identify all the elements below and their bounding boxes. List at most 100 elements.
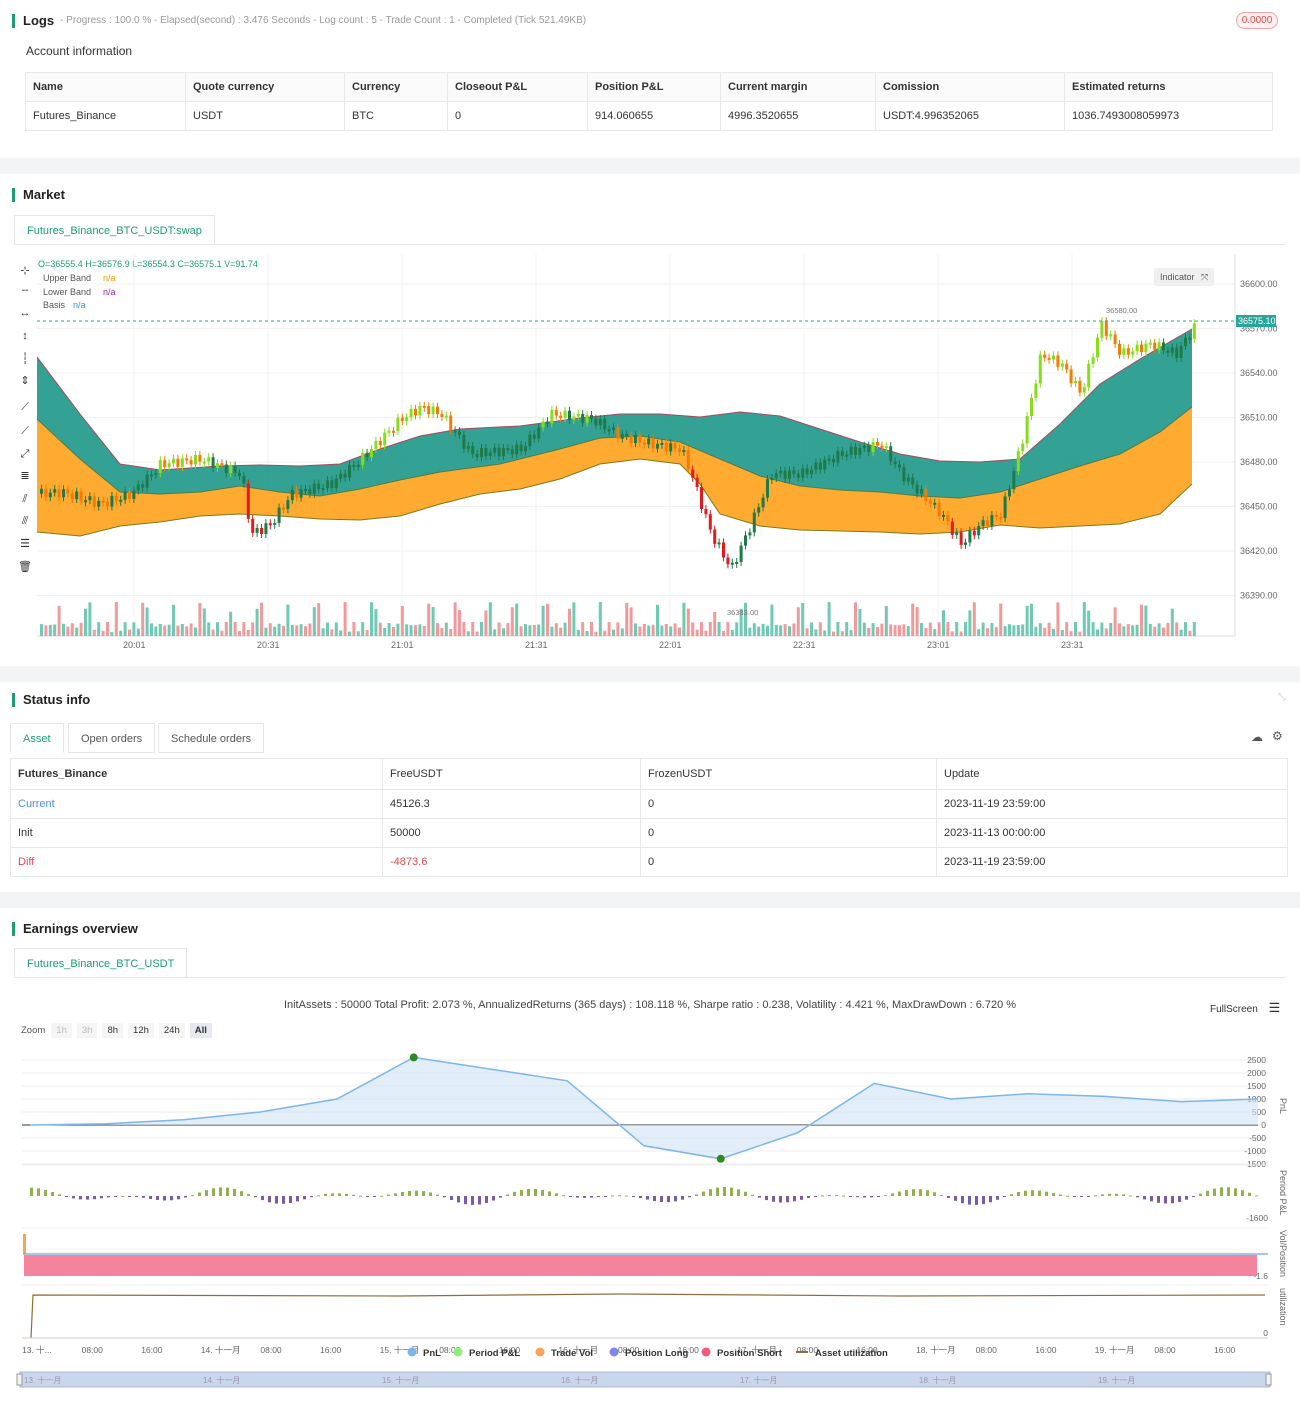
cloud-icon[interactable]: ☁ bbox=[1251, 730, 1263, 744]
time-tick-label: 23:31 bbox=[1061, 640, 1084, 650]
candle-body bbox=[180, 458, 184, 467]
period-pnl-bar bbox=[415, 1190, 418, 1196]
zoom-12h-button[interactable]: 12h bbox=[128, 1023, 154, 1038]
volume-bar bbox=[260, 602, 263, 636]
period-pnl-bar bbox=[765, 1196, 768, 1201]
time-tick-label: 21:01 bbox=[391, 640, 414, 650]
period-pnl-bar bbox=[184, 1196, 187, 1198]
period-pnl-bar bbox=[275, 1196, 278, 1204]
volume-bar bbox=[348, 631, 351, 636]
tab-schedule-orders[interactable]: Schedule orders bbox=[158, 723, 265, 753]
period-pnl-bar bbox=[933, 1192, 936, 1196]
candle-body bbox=[708, 514, 712, 530]
zoom-8h-button[interactable]: 8h bbox=[102, 1023, 124, 1038]
candle-body bbox=[1113, 334, 1117, 345]
ray-line-icon[interactable]: ⟋ bbox=[21, 425, 29, 437]
lower-band-fill bbox=[37, 407, 1192, 536]
candlestick-chart[interactable]: 36600.00 36570.00 36540.00 36510.00 36480.00… bbox=[0, 174, 1300, 666]
period-pnl-bar bbox=[65, 1196, 68, 1197]
crosshair-icon[interactable]: ⊹ bbox=[20, 265, 30, 277]
pnl-axis-title: PnL bbox=[1278, 1098, 1288, 1114]
expand-icon[interactable]: ⤧ bbox=[1201, 272, 1209, 282]
horizontal-ray-icon[interactable]: ╌ bbox=[21, 285, 29, 297]
cell-position-pnl: 914.060655 bbox=[587, 101, 721, 131]
period-pnl-bar bbox=[919, 1189, 922, 1196]
volume-bar bbox=[783, 624, 787, 636]
zoom-all-button[interactable]: All bbox=[189, 1023, 212, 1038]
volume-bar bbox=[1038, 623, 1042, 636]
legend-label: Position Short bbox=[717, 1348, 783, 1359]
zoom-1h-button[interactable]: 1h bbox=[51, 1023, 72, 1038]
candle-body bbox=[106, 501, 109, 507]
volume-bar bbox=[273, 626, 277, 636]
period-pnl-bar bbox=[625, 1195, 628, 1197]
col-currency: Currency bbox=[344, 72, 448, 102]
horizontal-line-icon[interactable]: ↔ bbox=[19, 307, 31, 319]
zoom-3h-button[interactable]: 3h bbox=[76, 1023, 98, 1038]
candle-body bbox=[1104, 321, 1108, 337]
candle-body bbox=[1065, 363, 1069, 370]
trash-icon[interactable]: 🗑 bbox=[18, 561, 32, 573]
vertical-arrow-icon[interactable]: ⇕ bbox=[20, 375, 30, 387]
candle-body bbox=[414, 408, 417, 416]
pnl-line bbox=[29, 1056, 1259, 1160]
indicator-button[interactable]: Indicator ⤧ bbox=[1154, 268, 1215, 286]
gann-icon[interactable]: ☰ bbox=[20, 538, 30, 550]
price-tick-label: 36480.00 bbox=[1240, 457, 1278, 467]
zoom-24h-button[interactable]: 24h bbox=[158, 1023, 185, 1038]
period-pnl-bar bbox=[1234, 1188, 1237, 1196]
candle-body bbox=[629, 435, 633, 444]
candle-body bbox=[911, 477, 915, 485]
parallel-channel-icon[interactable]: ⫽ bbox=[22, 493, 28, 505]
candle-body bbox=[229, 465, 233, 474]
fullscreen-button[interactable]: FullScreen ☰ bbox=[1210, 1000, 1280, 1016]
gear-icon[interactable]: ⚙ bbox=[1272, 729, 1283, 743]
volume-bar bbox=[453, 602, 457, 636]
candle-body bbox=[1012, 471, 1016, 490]
candle-body bbox=[651, 438, 655, 449]
candle-body bbox=[902, 467, 906, 482]
menu-icon[interactable]: ☰ bbox=[1268, 1000, 1281, 1015]
chart-legend: Upper Band n/a Lower Band n/a Basis n/a bbox=[43, 272, 116, 313]
volume-bar bbox=[119, 630, 123, 636]
x-tick-label: 14. 十一月 bbox=[201, 1345, 241, 1355]
candle-body bbox=[440, 414, 444, 418]
extended-line-icon[interactable]: ⤢ bbox=[20, 448, 30, 460]
candle-body bbox=[550, 409, 554, 424]
volume-bar bbox=[154, 626, 158, 636]
volume-bar bbox=[722, 630, 725, 636]
volume-bar bbox=[101, 630, 105, 636]
period-pnl-bar bbox=[1087, 1196, 1090, 1197]
volume-bar bbox=[678, 627, 681, 636]
volume-bar bbox=[603, 630, 607, 636]
collapse-icon[interactable]: ⤡ bbox=[1278, 692, 1286, 703]
period-pnl-bar bbox=[135, 1196, 138, 1197]
earnings-chart[interactable]: 25002000150010005000-500-1000-1500PnL-16… bbox=[0, 908, 1300, 1409]
period-pnl-bar bbox=[1241, 1190, 1244, 1196]
volume-bar bbox=[708, 622, 712, 636]
candle-body bbox=[70, 493, 74, 500]
candle-body bbox=[273, 522, 277, 525]
row-label-init: Init bbox=[10, 818, 383, 848]
navigator-handle-right bbox=[1265, 1373, 1272, 1386]
vertical-line-icon[interactable]: ↕ bbox=[22, 330, 28, 342]
tab-open-orders[interactable]: Open orders bbox=[68, 723, 156, 753]
period-pnl-bar bbox=[1157, 1196, 1160, 1203]
col-free-usdt: FreeUSDT bbox=[382, 758, 641, 790]
pitchfork-icon[interactable]: ⫻ bbox=[21, 515, 29, 527]
volume-bar bbox=[748, 627, 752, 636]
cell-update: 2023-11-19 23:59:00 bbox=[936, 789, 1288, 819]
fib-icon[interactable]: ≣ bbox=[20, 470, 30, 482]
vertical-ray-icon[interactable]: ┆ bbox=[21, 353, 29, 365]
period-pnl-bar bbox=[786, 1196, 789, 1203]
candle-body bbox=[616, 427, 620, 439]
trend-line-icon[interactable]: ⟋ bbox=[21, 401, 29, 413]
pnl-tick-label: 500 bbox=[1252, 1107, 1266, 1117]
col-quote-currency: Quote currency bbox=[185, 72, 345, 102]
period-pnl-bar bbox=[310, 1196, 313, 1198]
price-tick-label: 36600.00 bbox=[1240, 279, 1278, 289]
tab-asset[interactable]: Asset bbox=[10, 723, 64, 753]
market-tab[interactable]: Futures_Binance_BTC_USDT:swap bbox=[14, 215, 215, 245]
volume-bar bbox=[141, 602, 145, 636]
period-pnl-bar bbox=[842, 1195, 845, 1197]
